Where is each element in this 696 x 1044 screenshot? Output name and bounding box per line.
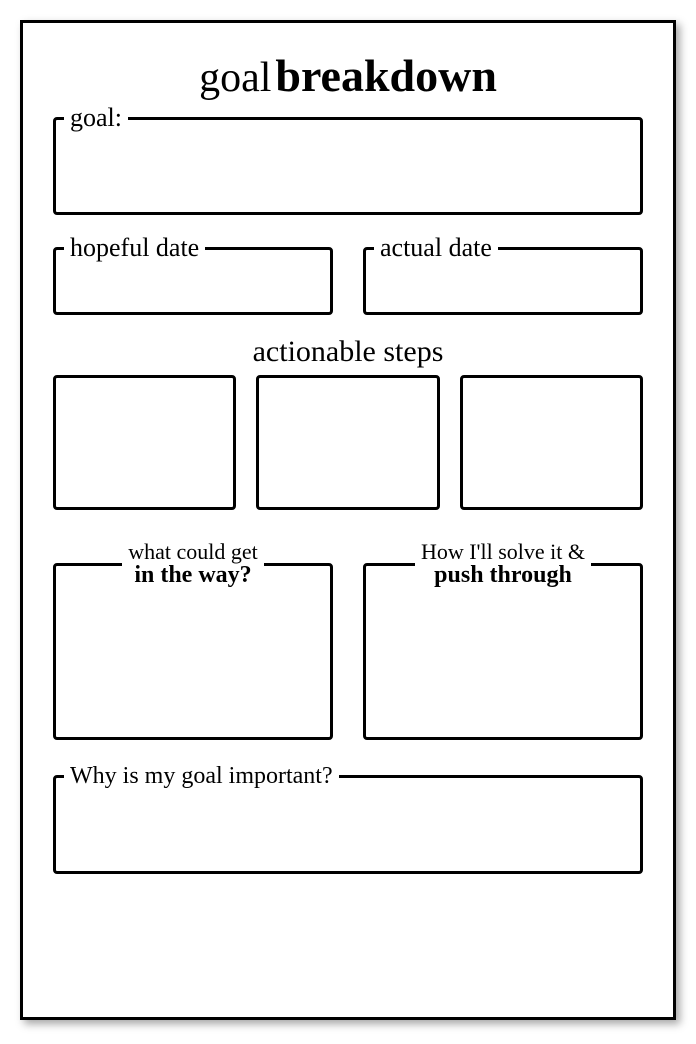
hopeful-date-label: hopeful date [64, 235, 205, 261]
step-box-1[interactable] [53, 375, 236, 510]
hopeful-date-field[interactable]: hopeful date [53, 235, 333, 315]
obstacles-label-line2: in the way? [128, 563, 258, 588]
solutions-label: How I'll solve it & push through [415, 540, 591, 588]
importance-label: Why is my goal important? [64, 764, 339, 788]
obstacles-label-line1: what could get [128, 539, 258, 564]
title-word-2: breakdown [275, 50, 497, 101]
actual-date-field[interactable]: actual date [363, 235, 643, 315]
goal-field[interactable]: goal: [53, 105, 643, 215]
actionable-steps-row [53, 375, 643, 510]
step-box-3[interactable] [460, 375, 643, 510]
actual-date-label: actual date [374, 235, 498, 261]
obstacles-solutions-row: what could get in the way? How I'll solv… [53, 540, 643, 740]
importance-field[interactable]: Why is my goal important? [53, 764, 643, 874]
actionable-steps-header: actionable steps [53, 335, 643, 369]
title-word-1: goal [199, 55, 271, 101]
page-title: goal breakdown [53, 53, 643, 99]
goal-label: goal: [64, 105, 128, 131]
step-box-2[interactable] [256, 375, 439, 510]
solutions-label-line1: How I'll solve it & [421, 539, 585, 564]
solutions-field[interactable]: How I'll solve it & push through [363, 540, 643, 740]
obstacles-field[interactable]: what could get in the way? [53, 540, 333, 740]
solutions-label-line2: push through [421, 563, 585, 588]
date-row: hopeful date actual date [53, 235, 643, 315]
worksheet-page: goal breakdown goal: hopeful date actual… [20, 20, 676, 1020]
obstacles-label: what could get in the way? [122, 540, 264, 588]
